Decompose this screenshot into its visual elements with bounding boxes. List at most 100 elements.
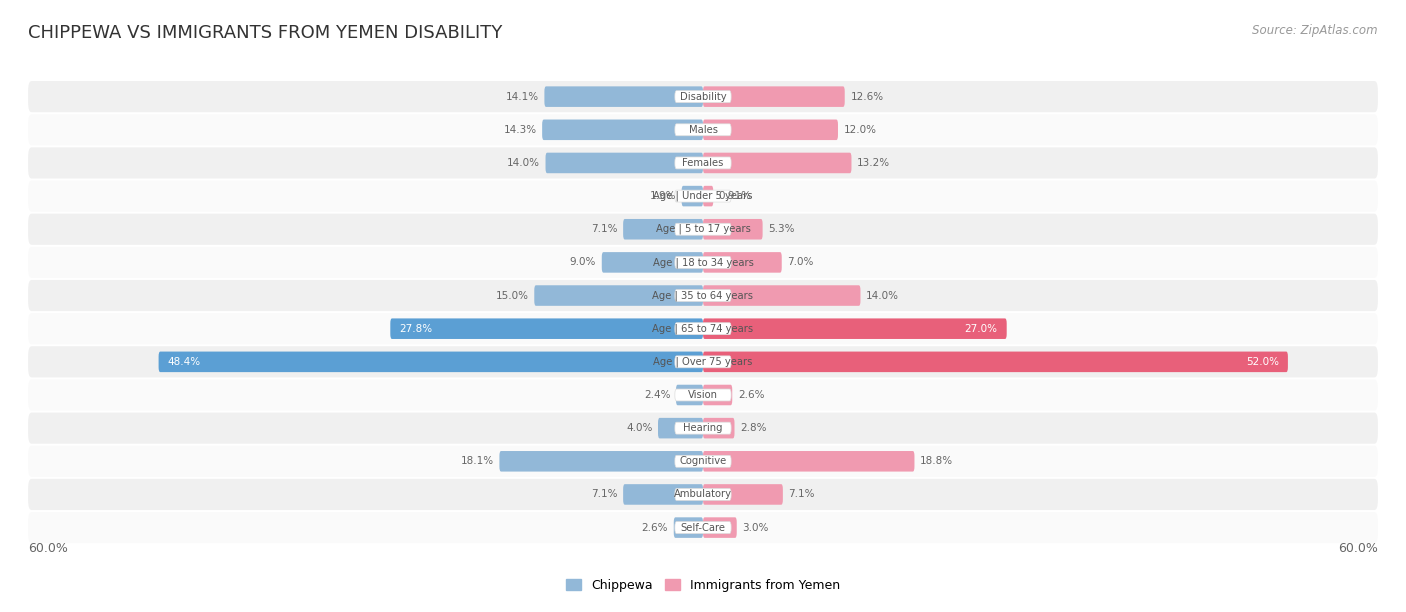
FancyBboxPatch shape [159,351,703,372]
FancyBboxPatch shape [28,446,1378,477]
Text: 0.91%: 0.91% [718,191,752,201]
Text: 12.6%: 12.6% [851,92,883,102]
Text: 60.0%: 60.0% [1339,542,1378,554]
Text: Vision: Vision [688,390,718,400]
FancyBboxPatch shape [703,517,737,538]
Text: 4.0%: 4.0% [626,423,652,433]
FancyBboxPatch shape [28,114,1378,146]
Legend: Chippewa, Immigrants from Yemen: Chippewa, Immigrants from Yemen [561,574,845,597]
FancyBboxPatch shape [543,119,703,140]
Text: Age | 35 to 64 years: Age | 35 to 64 years [652,290,754,300]
Text: 15.0%: 15.0% [496,291,529,300]
Text: 14.3%: 14.3% [503,125,537,135]
FancyBboxPatch shape [675,157,731,169]
FancyBboxPatch shape [28,247,1378,278]
FancyBboxPatch shape [675,256,731,268]
FancyBboxPatch shape [28,313,1378,345]
FancyBboxPatch shape [28,412,1378,444]
Text: Females: Females [682,158,724,168]
FancyBboxPatch shape [703,285,860,306]
FancyBboxPatch shape [28,181,1378,212]
FancyBboxPatch shape [675,124,731,136]
FancyBboxPatch shape [28,379,1378,411]
Text: 13.2%: 13.2% [858,158,890,168]
FancyBboxPatch shape [675,488,731,501]
FancyBboxPatch shape [703,86,845,107]
Text: 27.8%: 27.8% [399,324,433,334]
FancyBboxPatch shape [675,422,731,434]
FancyBboxPatch shape [673,517,703,538]
FancyBboxPatch shape [544,86,703,107]
FancyBboxPatch shape [602,252,703,273]
FancyBboxPatch shape [28,214,1378,245]
FancyBboxPatch shape [546,152,703,173]
FancyBboxPatch shape [703,219,762,239]
Text: 7.1%: 7.1% [591,224,617,234]
Text: 18.1%: 18.1% [461,457,494,466]
FancyBboxPatch shape [703,186,713,206]
Text: 2.4%: 2.4% [644,390,671,400]
FancyBboxPatch shape [28,280,1378,311]
FancyBboxPatch shape [675,190,731,202]
FancyBboxPatch shape [703,318,1007,339]
FancyBboxPatch shape [703,351,1288,372]
FancyBboxPatch shape [675,389,731,401]
FancyBboxPatch shape [675,521,731,534]
Text: Age | Under 5 years: Age | Under 5 years [654,191,752,201]
FancyBboxPatch shape [675,356,731,368]
FancyBboxPatch shape [675,323,731,335]
Text: Cognitive: Cognitive [679,457,727,466]
FancyBboxPatch shape [534,285,703,306]
Text: 2.8%: 2.8% [740,423,766,433]
FancyBboxPatch shape [703,252,782,273]
Text: 18.8%: 18.8% [920,457,953,466]
Text: Hearing: Hearing [683,423,723,433]
Text: 7.1%: 7.1% [591,490,617,499]
FancyBboxPatch shape [623,484,703,505]
Text: Males: Males [689,125,717,135]
FancyBboxPatch shape [675,223,731,235]
FancyBboxPatch shape [703,152,852,173]
Text: 14.0%: 14.0% [866,291,898,300]
Text: 52.0%: 52.0% [1246,357,1279,367]
Text: 12.0%: 12.0% [844,125,876,135]
Text: 60.0%: 60.0% [28,542,67,554]
FancyBboxPatch shape [658,418,703,438]
Text: CHIPPEWA VS IMMIGRANTS FROM YEMEN DISABILITY: CHIPPEWA VS IMMIGRANTS FROM YEMEN DISABI… [28,24,502,42]
Text: Ambulatory: Ambulatory [673,490,733,499]
FancyBboxPatch shape [703,418,734,438]
FancyBboxPatch shape [703,484,783,505]
Text: Age | 5 to 17 years: Age | 5 to 17 years [655,224,751,234]
Text: Source: ZipAtlas.com: Source: ZipAtlas.com [1253,24,1378,37]
FancyBboxPatch shape [675,455,731,468]
Text: 14.0%: 14.0% [508,158,540,168]
Text: 2.6%: 2.6% [641,523,668,532]
FancyBboxPatch shape [675,289,731,302]
FancyBboxPatch shape [391,318,703,339]
FancyBboxPatch shape [28,346,1378,378]
Text: 9.0%: 9.0% [569,258,596,267]
FancyBboxPatch shape [28,512,1378,543]
FancyBboxPatch shape [499,451,703,472]
FancyBboxPatch shape [703,119,838,140]
Text: 48.4%: 48.4% [167,357,201,367]
Text: 14.1%: 14.1% [506,92,538,102]
Text: 7.1%: 7.1% [789,490,815,499]
Text: 27.0%: 27.0% [965,324,998,334]
FancyBboxPatch shape [28,81,1378,112]
FancyBboxPatch shape [623,219,703,239]
Text: Self-Care: Self-Care [681,523,725,532]
Text: 1.9%: 1.9% [650,191,676,201]
Text: 3.0%: 3.0% [742,523,769,532]
Text: Age | Over 75 years: Age | Over 75 years [654,357,752,367]
Text: Disability: Disability [679,92,727,102]
FancyBboxPatch shape [703,451,914,472]
FancyBboxPatch shape [682,186,703,206]
FancyBboxPatch shape [675,91,731,103]
FancyBboxPatch shape [28,147,1378,179]
Text: 5.3%: 5.3% [768,224,794,234]
Text: 2.6%: 2.6% [738,390,765,400]
Text: 7.0%: 7.0% [787,258,814,267]
FancyBboxPatch shape [28,479,1378,510]
FancyBboxPatch shape [676,385,703,405]
